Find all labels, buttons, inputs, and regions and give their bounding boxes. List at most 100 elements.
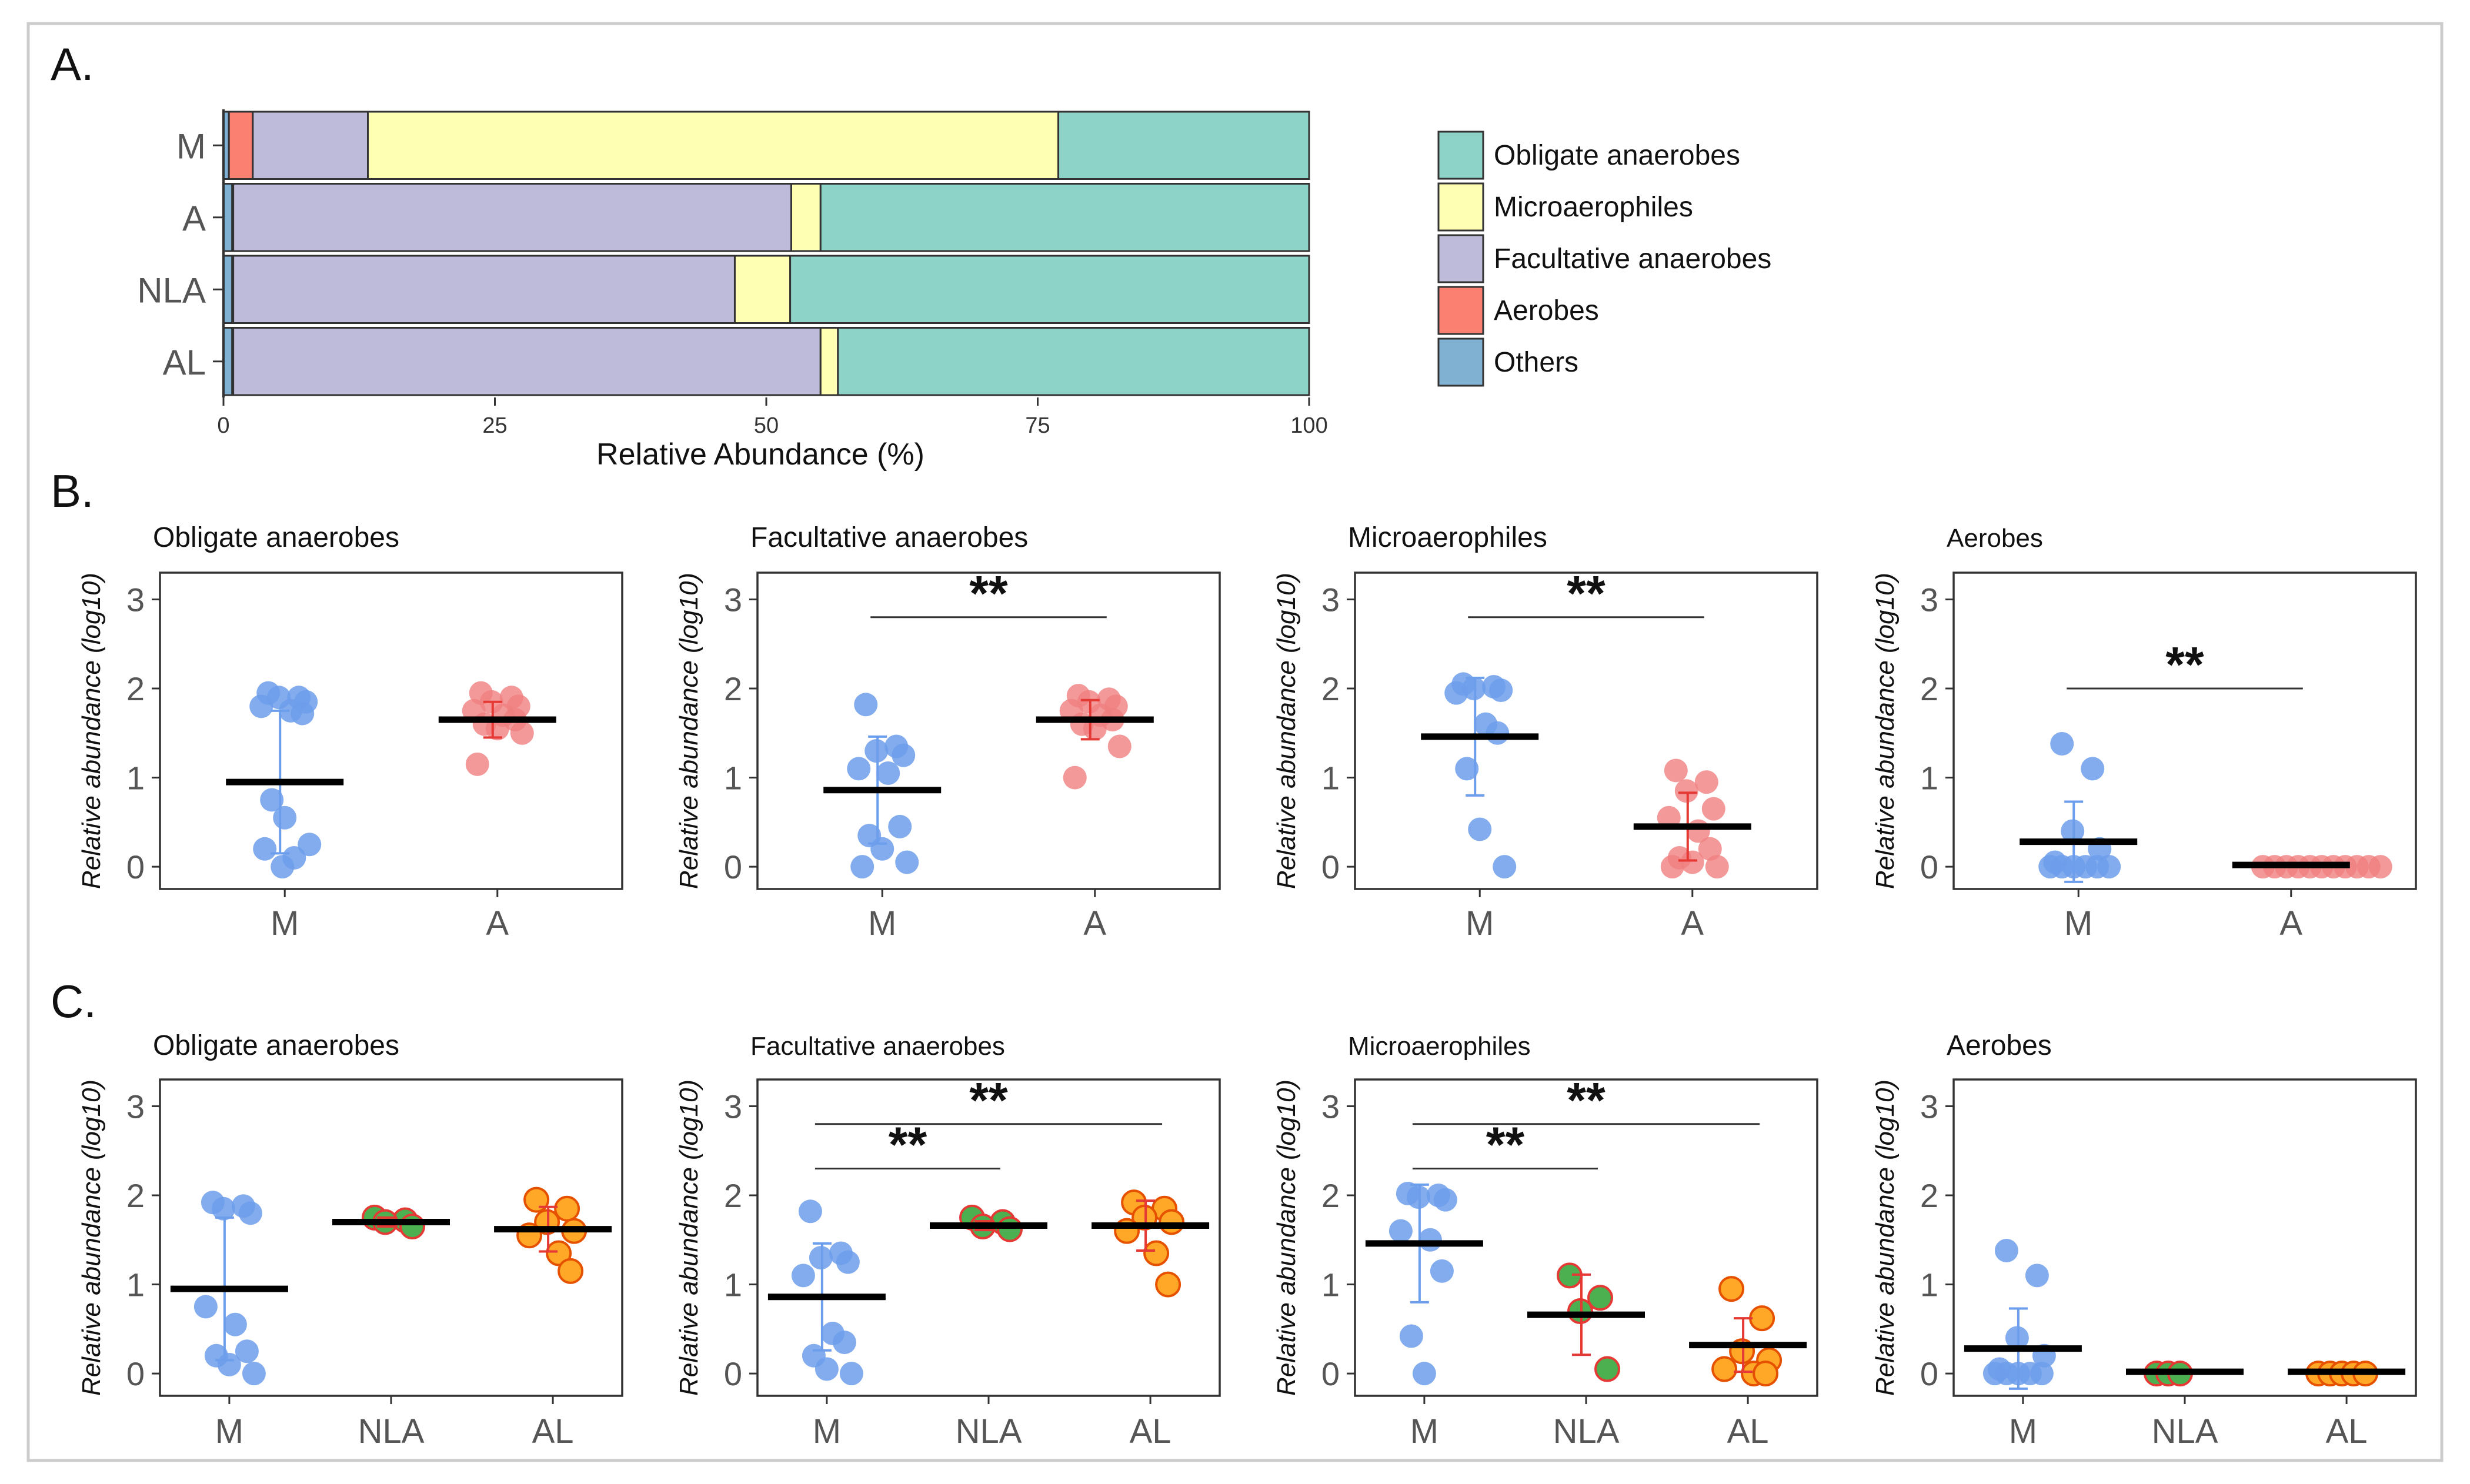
data-point-m — [854, 693, 878, 717]
data-point-m — [839, 1362, 863, 1386]
x-tick-label-a: A — [486, 904, 509, 942]
x-tick-label: 25 — [482, 413, 507, 438]
plot-frame — [1354, 571, 1818, 890]
y-tick-label: 2 — [1321, 1177, 1340, 1214]
legend-swatch-aerobes — [1437, 286, 1484, 335]
data-point-m — [2030, 1362, 2054, 1386]
y-tick-label: 1 — [126, 1266, 145, 1303]
bar-m-facultative-anaerobes — [252, 111, 369, 180]
y-axis-title: Relative abundance (log10) — [675, 1079, 703, 1396]
data-point-m — [892, 743, 916, 767]
data-point-m — [791, 1264, 815, 1288]
x-tick-label-a: A — [2279, 904, 2302, 942]
data-point-m — [1412, 1362, 1436, 1386]
y-tick-label: 1 — [1920, 1266, 1938, 1303]
data-point-m — [249, 694, 273, 718]
legend-entry-others: Others — [1494, 347, 1578, 378]
plot-title: Microaerophiles — [1348, 522, 1547, 553]
plot-title: Facultative anaerobes — [750, 1032, 1005, 1061]
x-tick-label-al: AL — [532, 1412, 574, 1450]
y-axis-title: Relative abundance (log10) — [1272, 1079, 1301, 1396]
bar-nla-others — [222, 255, 233, 324]
data-point-a — [1660, 855, 1684, 879]
y-axis-title: Relative abundance (log10) — [77, 1079, 106, 1396]
scatter-panels: Obligate anaerobes Relative abundance (lo… — [77, 522, 2417, 1450]
data-point-a — [465, 752, 489, 776]
y-tick-label: 0 — [126, 1355, 145, 1392]
y-tick-label: 3 — [126, 581, 145, 618]
data-point-m — [1444, 681, 1468, 705]
data-point-m — [836, 1250, 860, 1274]
y-tick-label: 2 — [126, 670, 145, 707]
significance-label: ** — [969, 566, 1008, 621]
panel-c3: Microaerophiles Relative abundance (log10… — [1272, 1032, 1818, 1450]
data-point-m — [2097, 855, 2121, 879]
y-tick-label: 0 — [126, 848, 145, 885]
plot-title: Obligate anaerobes — [153, 1030, 399, 1061]
data-point-m — [1489, 679, 1513, 703]
data-point-nla — [1587, 1285, 1613, 1311]
panel-b2: Facultative anaerobes Relative abundance … — [675, 522, 1221, 942]
data-point-a — [1698, 837, 1722, 861]
y-tick-label: 0 — [724, 1355, 742, 1392]
y-tick-label: 1 — [1321, 1266, 1340, 1303]
data-point-m — [193, 1295, 218, 1319]
panel-b1: Obligate anaerobes Relative abundance (lo… — [77, 522, 623, 942]
data-point-m — [2081, 757, 2105, 781]
stacked-bar-chart: MA NLA AL 0 25 50 75 100 Relative Abundance (%) — [137, 109, 1328, 472]
panel-label-c: C. — [51, 975, 96, 1027]
panel-b4: Aerobes Relative abundance (log10) 0 1 2 3 M A *… — [1871, 524, 2417, 942]
x-tick-label-m: M — [868, 904, 896, 942]
data-point-m — [273, 805, 297, 830]
data-point-m — [798, 1199, 822, 1224]
legend-swatch-facultative-anaerobes — [1437, 234, 1484, 283]
legend-entry-aerobes: Aerobes — [1494, 295, 1599, 326]
bar-al-others — [222, 327, 233, 396]
data-point-m — [870, 837, 894, 861]
data-point-a — [1063, 766, 1087, 790]
data-point-m — [1455, 757, 1479, 781]
data-point-m — [832, 1331, 856, 1355]
y-tick-label: 3 — [126, 1088, 145, 1125]
y-tick-label: 1 — [1321, 760, 1340, 797]
category-label-a: A — [182, 199, 206, 238]
legend-entry-facultative-anaerobes: Facultative anaerobes — [1494, 243, 1771, 275]
data-point-nla — [997, 1216, 1023, 1242]
data-point-a — [510, 721, 534, 745]
panel-label-b: B. — [51, 465, 94, 517]
data-point-a — [1664, 758, 1688, 783]
data-point-m — [1493, 855, 1517, 879]
bar-a-facultative-anaerobes — [232, 183, 792, 252]
x-axis-title: Relative Abundance (%) — [596, 437, 924, 472]
x-tick-label-m: M — [2009, 1412, 2037, 1450]
plot-frame — [1952, 571, 2417, 890]
data-point-m — [1486, 721, 1510, 745]
plot-title: Microaerophiles — [1348, 1032, 1531, 1061]
y-tick-label: 0 — [1321, 848, 1340, 885]
x-tick-label-m: M — [271, 904, 299, 942]
bar-m-microaerophiles — [367, 111, 1060, 180]
category-label-nla: NLA — [137, 270, 206, 310]
y-tick-label: 0 — [1321, 1355, 1340, 1392]
legend-entry-obligate-anaerobes: Obligate anaerobes — [1494, 140, 1740, 171]
data-point-m — [1430, 1259, 1454, 1283]
data-point-m — [895, 850, 919, 874]
x-tick-label-m: M — [2064, 904, 2092, 942]
y-tick-label: 3 — [1920, 1088, 1938, 1125]
data-point-al — [1159, 1209, 1185, 1235]
data-point-m — [1433, 1188, 1457, 1212]
data-point-m — [298, 833, 322, 857]
category-label-m: M — [176, 126, 206, 166]
panel-c2: Facultative anaerobes Relative abundance … — [675, 1032, 1221, 1450]
legend-swatch-microaerophiles — [1437, 182, 1484, 232]
data-point-al — [1155, 1271, 1181, 1298]
plot-frame — [756, 571, 1221, 890]
data-point-a — [2368, 855, 2392, 879]
bar-nla-microaerophiles — [733, 255, 792, 324]
panel-c1: Obligate anaerobes Relative abundance (lo… — [77, 1030, 623, 1450]
y-tick-label: 2 — [1321, 670, 1340, 707]
y-axis-title: Relative abundance (log10) — [1272, 573, 1301, 889]
data-point-nla — [1594, 1356, 1620, 1382]
data-point-m — [847, 757, 871, 781]
data-point-a — [1694, 770, 1718, 794]
